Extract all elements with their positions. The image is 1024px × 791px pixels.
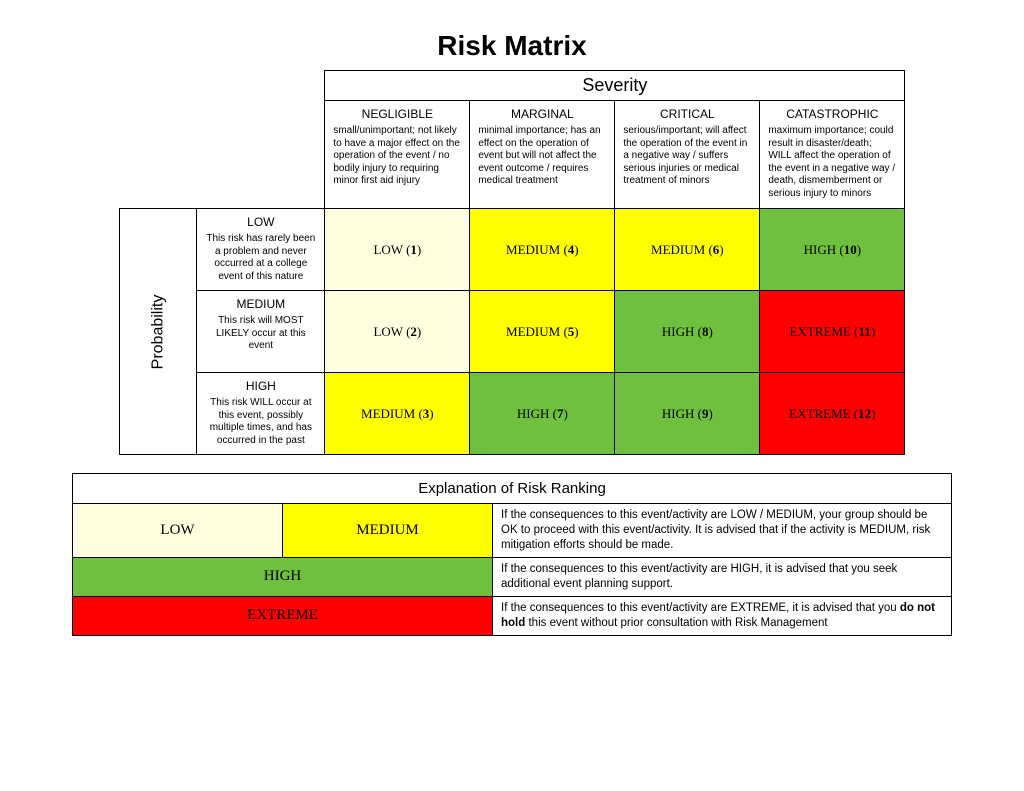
legend-desc-extreme: If the consequences to this event/activi… (493, 596, 952, 635)
risk-cell: HIGH (7) (470, 373, 615, 455)
legend-label-low: LOW (73, 504, 283, 558)
severity-col-negligible: NEGLIGIBLE small/unimportant; not likely… (325, 101, 470, 209)
legend-desc: If the consequences to this event/activi… (493, 557, 952, 596)
probability-desc: This risk will MOST LIKELY occur at this… (205, 315, 316, 353)
probability-title: LOW (205, 215, 316, 229)
legend-desc: If the consequences to this event/activi… (493, 504, 952, 558)
severity-title: NEGLIGIBLE (333, 107, 461, 121)
probability-desc: This risk WILL occur at this event, poss… (205, 397, 316, 447)
risk-cell: HIGH (9) (615, 373, 760, 455)
risk-cell: LOW (2) (325, 291, 470, 373)
severity-col-marginal: MARGINAL minimal importance; has an effe… (470, 101, 615, 209)
page-title: Risk Matrix (40, 30, 984, 62)
legend-label-medium: MEDIUM (283, 504, 493, 558)
risk-cell: EXTREME (12) (760, 373, 905, 455)
risk-cell: MEDIUM (5) (470, 291, 615, 373)
probability-row-medium: MEDIUM This risk will MOST LIKELY occur … (197, 291, 325, 373)
probability-title: HIGH (205, 379, 316, 393)
severity-desc: minimal importance; has an effect on the… (478, 125, 606, 188)
severity-col-catastrophic: CATASTROPHIC maximum importance; could r… (760, 101, 905, 209)
probability-title: MEDIUM (205, 297, 316, 311)
risk-cell: MEDIUM (6) (615, 209, 760, 291)
severity-title: MARGINAL (478, 107, 606, 121)
risk-cell: EXTREME (11) (760, 291, 905, 373)
severity-title: CRITICAL (623, 107, 751, 121)
severity-desc: small/unimportant; not likely to have a … (333, 125, 461, 188)
risk-cell: LOW (1) (325, 209, 470, 291)
legend-header: Explanation of Risk Ranking (73, 474, 952, 504)
risk-matrix-table: Severity NEGLIGIBLE small/unimportant; n… (119, 70, 906, 455)
risk-cell: HIGH (10) (760, 209, 905, 291)
legend-label-extreme: EXTREME (73, 596, 493, 635)
severity-col-critical: CRITICAL serious/important; will affect … (615, 101, 760, 209)
severity-axis-label: Severity (325, 71, 905, 101)
legend-label-high: HIGH (73, 557, 493, 596)
risk-cell: MEDIUM (3) (325, 373, 470, 455)
probability-row-high: HIGH This risk WILL occur at this event,… (197, 373, 325, 455)
severity-desc: serious/important; will affect the opera… (623, 125, 751, 188)
risk-cell: MEDIUM (4) (470, 209, 615, 291)
legend-table: Explanation of Risk Ranking LOW MEDIUM I… (72, 473, 952, 636)
severity-desc: maximum importance; could result in disa… (768, 125, 896, 200)
risk-cell: HIGH (8) (615, 291, 760, 373)
probability-desc: This risk has rarely been a problem and … (205, 233, 316, 283)
probability-axis-label: Probability (119, 209, 197, 455)
severity-title: CATASTROPHIC (768, 107, 896, 121)
probability-row-low: LOW This risk has rarely been a problem … (197, 209, 325, 291)
